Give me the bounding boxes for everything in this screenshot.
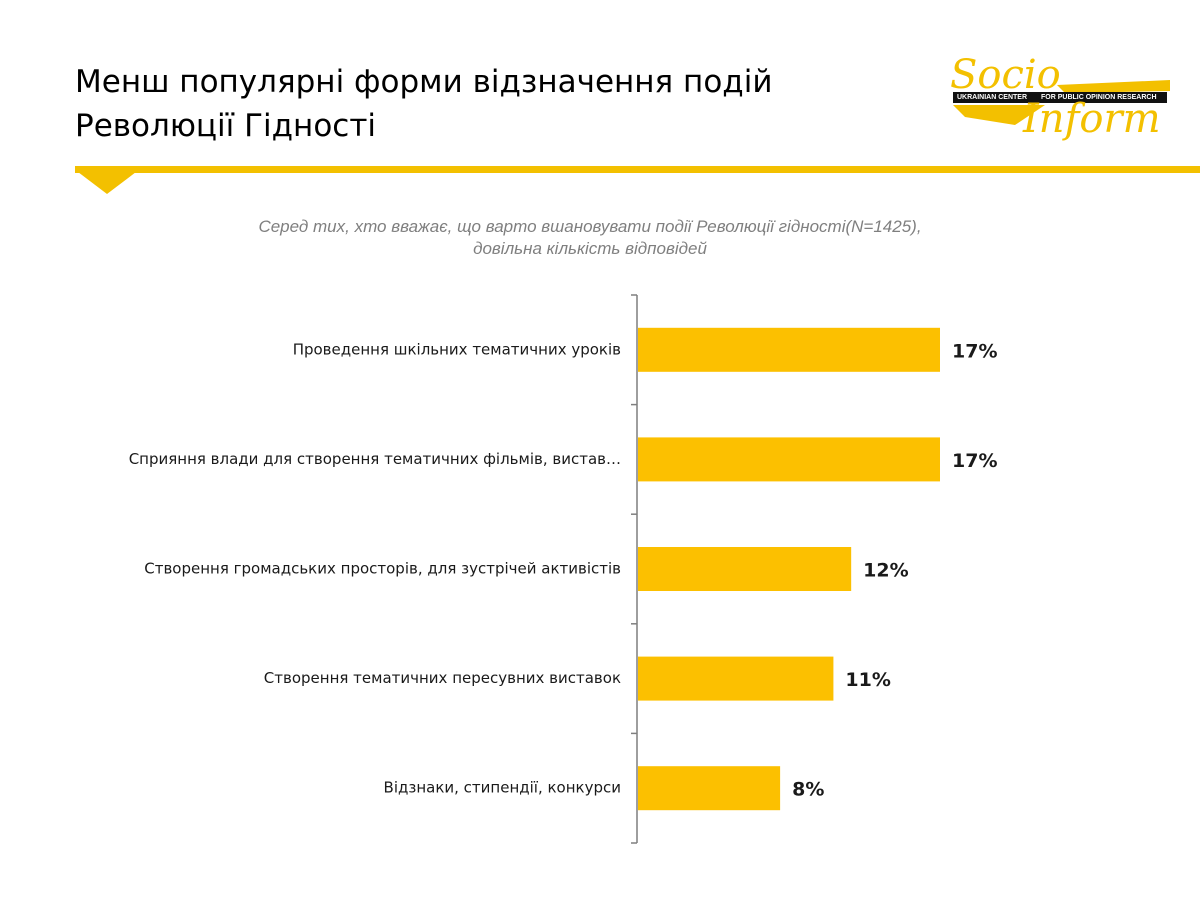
bar-3 <box>638 547 852 591</box>
subtitle-line-2: довільна кількість відповідей <box>473 239 707 258</box>
socioinform-logo: Socio Inform UKRAINIAN CENTER FOR PUBLIC… <box>945 55 1175 145</box>
bar-2 <box>638 437 940 482</box>
data-label-4: 11% <box>845 669 890 691</box>
category-label-4: Створення тематичних пересувних виставок <box>264 669 621 687</box>
chart-subtitle: Серед тих, хто вважає, що варто вшановув… <box>120 216 1060 260</box>
category-label-3: Створення громадських просторів, для зус… <box>144 560 621 578</box>
data-label-1: 17% <box>952 340 997 362</box>
logo-word-socio: Socio <box>950 52 1061 98</box>
logo-word-inform: Inform <box>1023 96 1161 142</box>
title-line-1: Менш популярні форми відзначення подій <box>75 64 773 100</box>
bar-1 <box>638 327 940 372</box>
logo-band <box>953 92 1167 103</box>
page-title: Менш популярні форми відзначення подій Р… <box>75 60 895 148</box>
logo-band-right-text: FOR PUBLIC OPINION RESEARCH <box>1041 94 1157 101</box>
logo-swoosh-graphic <box>953 80 1170 125</box>
data-label-3: 12% <box>863 560 908 582</box>
category-label-5: Відзнаки, стипендії, конкурси <box>384 779 621 797</box>
title-line-2: Революції Гідності <box>75 108 376 144</box>
header-rule <box>75 166 1200 173</box>
bar-5 <box>638 766 781 811</box>
subtitle-line-1: Серед тих, хто вважає, що варто вшановув… <box>258 217 922 236</box>
data-label-2: 17% <box>952 450 997 472</box>
category-label-1: Проведення шкільних тематичних уроків <box>293 340 621 358</box>
category-label-2: Сприяння влади для створення тематичних … <box>129 450 621 468</box>
data-label-5: 8% <box>792 779 824 801</box>
bar-4 <box>638 656 834 701</box>
logo-band-left-text: UKRAINIAN CENTER <box>957 94 1027 101</box>
header-rule-arrow <box>78 172 136 194</box>
